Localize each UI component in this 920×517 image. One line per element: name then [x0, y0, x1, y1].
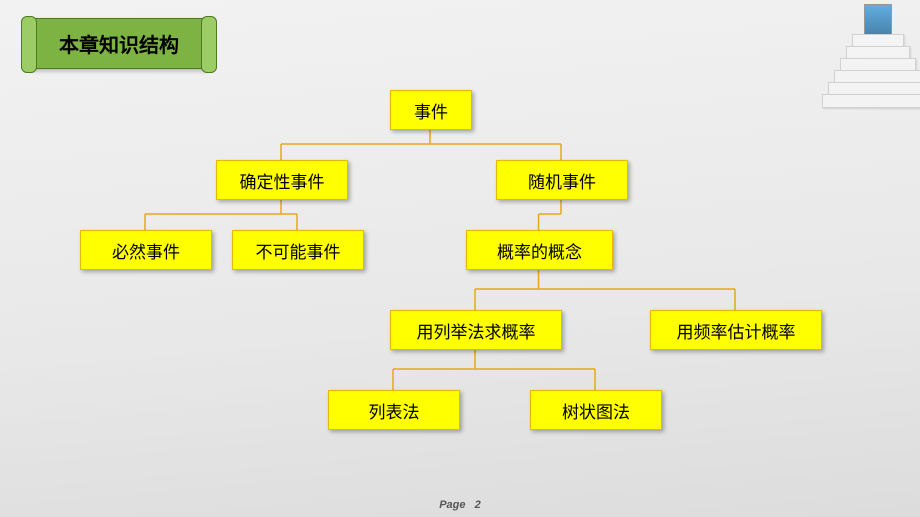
tree-node-label: 用列举法求概率	[417, 318, 536, 343]
tree-node-label: 随机事件	[528, 168, 596, 193]
page-number: Page 2	[439, 499, 481, 511]
tree-node-label: 必然事件	[112, 238, 180, 263]
stairs-decoration	[810, 0, 920, 120]
tree-node-l3b: 用频率估计概率	[650, 310, 822, 350]
tree-node-l2b: 不可能事件	[232, 230, 364, 270]
tree-node-root: 事件	[390, 90, 472, 130]
tree-node-label: 事件	[414, 98, 448, 123]
tree-node-l4b: 树状图法	[530, 390, 662, 430]
tree-node-l2a: 必然事件	[80, 230, 212, 270]
tree-node-label: 确定性事件	[240, 168, 325, 193]
tree-node-l3a: 用列举法求概率	[390, 310, 562, 350]
tree-node-l4a: 列表法	[328, 390, 460, 430]
tree-node-label: 树状图法	[562, 398, 630, 423]
tree-node-label: 列表法	[369, 398, 420, 423]
portal-icon	[864, 4, 892, 36]
tree-node-l2c: 概率的概念	[466, 230, 613, 270]
page-label: Page	[439, 499, 465, 511]
tree-node-label: 用频率估计概率	[677, 318, 796, 343]
slide: 本章知识结构 事件确定性事件 随机事件必然事件 不可能事件 概率的概念用列举法求概率 用…	[0, 0, 920, 517]
page-value: 2	[475, 499, 481, 511]
chapter-title-banner: 本章知识结构	[30, 18, 208, 69]
tree-node-l1a: 确定性事件	[216, 160, 348, 200]
chapter-title: 本章知识结构	[59, 35, 179, 57]
tree-node-label: 概率的概念	[497, 238, 582, 263]
tree-node-label: 不可能事件	[256, 238, 341, 263]
tree-node-l1b: 随机事件	[496, 160, 628, 200]
